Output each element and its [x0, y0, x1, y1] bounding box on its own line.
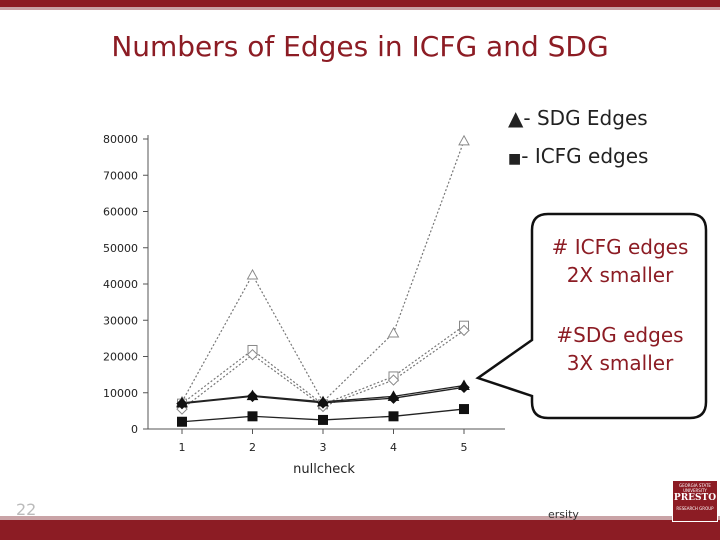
logo-top-text: GEORGIA STATE UNIVERSITY: [679, 483, 711, 493]
bottom-accent-shadow: [0, 516, 720, 520]
y-tick-label: 40000: [103, 278, 138, 291]
callout-sdg-text: #SDG edges 3X smaller: [532, 321, 708, 377]
data-point-triangle: [246, 268, 259, 280]
data-point-triangle: [387, 326, 400, 338]
data-point-square: [388, 411, 399, 422]
bottom-accent-bar: [0, 520, 720, 540]
series-line-1: [181, 140, 465, 403]
presto-logo: GEORGIA STATE UNIVERSITY PRESTO RESEARCH…: [672, 480, 718, 522]
logo-bottom-text: RESEARCH GROUP: [676, 506, 714, 511]
top-accent-bar: [0, 0, 720, 7]
data-point-diamond: [387, 374, 400, 386]
data-point-diamond: [458, 324, 470, 337]
x-tick-label: 4: [390, 441, 397, 454]
data-point-diamond: [246, 390, 259, 403]
slide-title: Numbers of Edges in ICFG and SDG: [111, 30, 609, 63]
x-tick-label: 2: [249, 441, 256, 454]
top-accent-shadow: [0, 7, 720, 10]
data-point-square: [247, 411, 258, 422]
legend-label-icfg: ICFG edges: [534, 144, 649, 168]
data-point-diamond: [176, 397, 188, 410]
logo-name: PRESTO: [673, 493, 717, 503]
legend-item-sdg: ▲- SDG Edges: [508, 104, 648, 142]
filled-square-icon: ■: [508, 151, 522, 167]
filled-triangle-icon: ▲: [508, 106, 524, 130]
x-tick-label: 5: [461, 441, 468, 454]
y-tick-label: 0: [131, 423, 138, 436]
x-axis-label: nullcheck: [293, 462, 355, 477]
callout-line: #SDG edges: [556, 323, 684, 347]
callout-line: 2X smaller: [566, 263, 674, 287]
data-point-diamond: [246, 348, 259, 361]
chart-series-lines: [181, 140, 465, 423]
callout-shape: [475, 212, 708, 420]
legend: ▲- SDG Edges ■- ICFG edges: [508, 104, 648, 180]
data-point-diamond: [317, 397, 329, 409]
y-tick-label: 50000: [103, 242, 138, 255]
y-tick-label: 10000: [103, 387, 138, 400]
chart-axes: 0 10000 20000 30000 40000 50000 60000 70000 8000…: [103, 133, 505, 454]
legend-separator: -: [523, 106, 531, 130]
data-point-diamond: [387, 392, 400, 404]
data-point-square: [318, 414, 328, 425]
y-tick-label: 80000: [103, 133, 138, 146]
y-tick-label: 30000: [103, 314, 138, 327]
data-point-square: [459, 404, 469, 415]
y-tick-label: 20000: [103, 351, 138, 364]
y-tick-label: 60000: [103, 206, 138, 219]
chart-series-markers: [176, 134, 470, 427]
data-point-triangle: [458, 134, 470, 146]
legend-item-icfg: ■- ICFG edges: [508, 142, 648, 180]
x-tick-label: 1: [179, 441, 186, 454]
legend-label-sdg: SDG Edges: [536, 106, 648, 130]
callout-bubble: [475, 212, 708, 420]
y-tick-label: 70000: [103, 169, 138, 182]
data-point-square: [177, 416, 187, 427]
slide-number: 22: [16, 500, 37, 519]
data-point-diamond: [458, 381, 470, 394]
callout-icfg-text: # ICFG edges 2X smaller: [532, 233, 708, 289]
legend-separator: -: [521, 144, 529, 168]
callout-line: # ICFG edges: [551, 235, 689, 259]
footer-text: ersity: [548, 508, 579, 521]
callout-line: 3X smaller: [566, 351, 674, 375]
x-tick-label: 3: [320, 441, 327, 454]
